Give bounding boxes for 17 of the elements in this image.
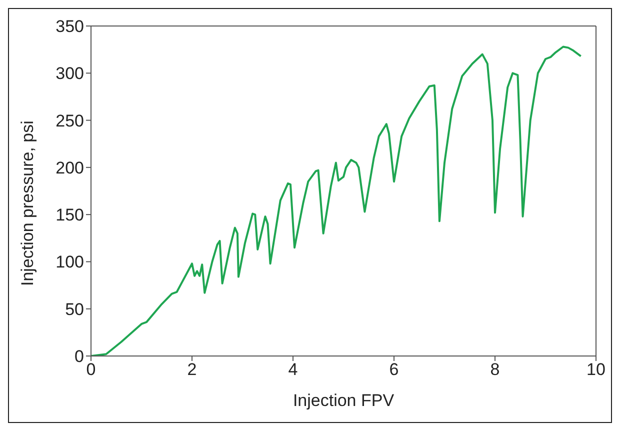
x-tick-label: 0 <box>86 360 96 380</box>
y-tick-label: 300 <box>56 64 84 84</box>
x-tick-label: 2 <box>187 360 197 380</box>
line-series <box>91 46 582 356</box>
x-tick-label: 4 <box>288 360 298 380</box>
y-tick-label: 250 <box>56 111 84 130</box>
x-tick-label: 10 <box>586 360 606 380</box>
y-tick-label: 50 <box>65 300 84 319</box>
y-tick-label: 100 <box>56 252 84 272</box>
y-tick-label: 150 <box>56 206 84 225</box>
x-tick-label: 8 <box>490 360 500 380</box>
y-tick-label: 0 <box>74 347 84 366</box>
x-axis-title: Injection FPV <box>292 391 395 410</box>
y-tick-label: 350 <box>56 17 84 36</box>
x-tick-label: 6 <box>389 360 399 380</box>
y-axis-title: Injection pressure, psi <box>18 120 38 286</box>
y-tick-label: 200 <box>56 158 84 178</box>
